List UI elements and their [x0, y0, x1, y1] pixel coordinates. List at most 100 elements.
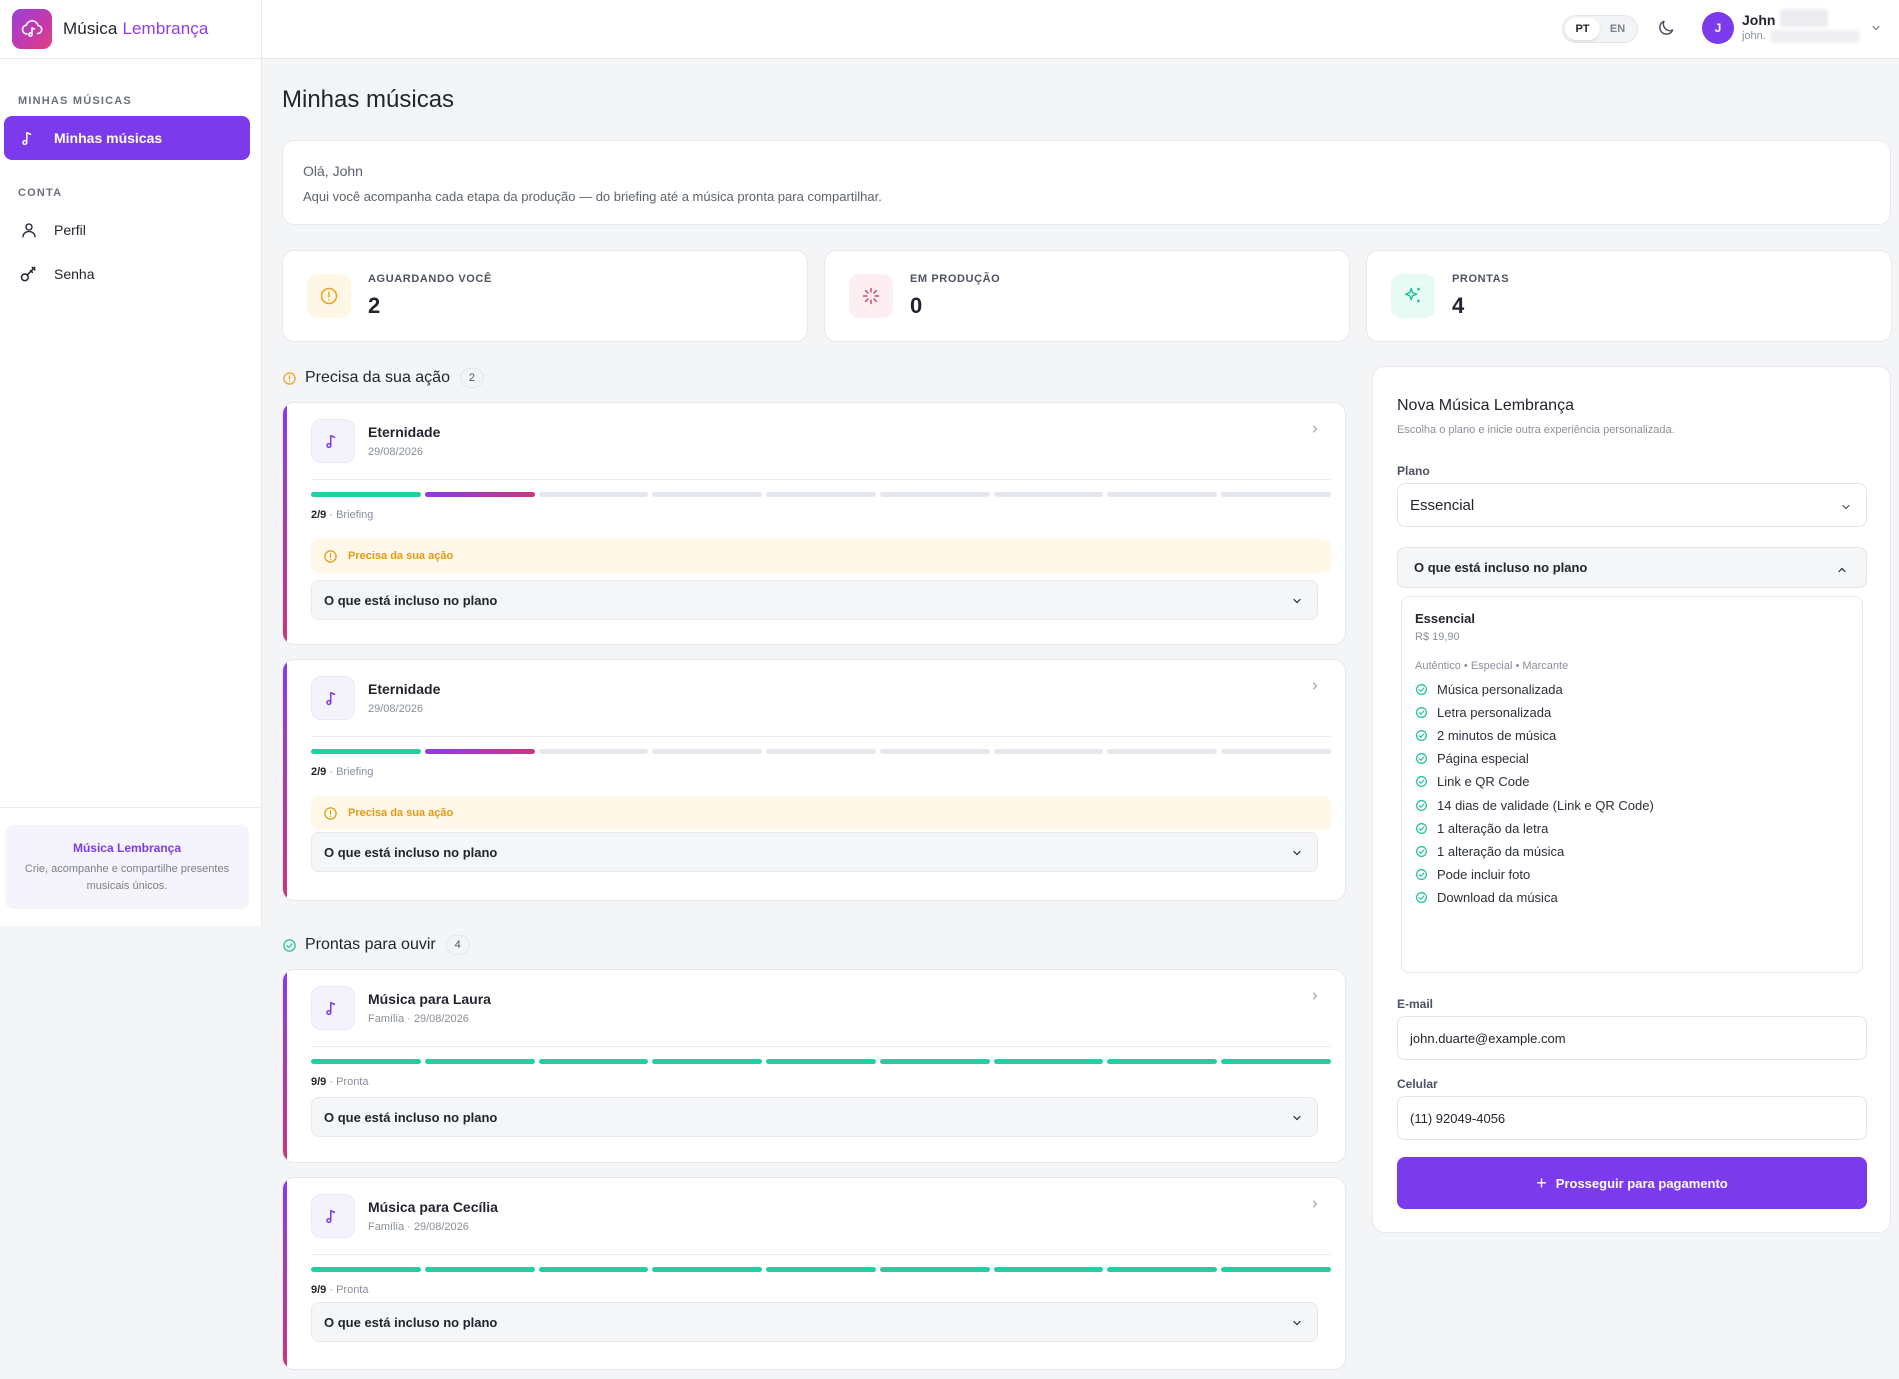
brand-name: Música Lembrança [63, 19, 208, 39]
progress-segment [1107, 749, 1218, 754]
phone-field[interactable]: (11) 92049-4056 [1397, 1096, 1867, 1140]
feature-item: Página especial [1415, 751, 1529, 766]
alert-circle-icon [307, 274, 351, 318]
key-icon [19, 264, 39, 284]
included-plan-toggle[interactable]: O que está incluso no plano [1397, 547, 1867, 588]
promo-text: Crie, acompanhe e compartilhe presentes … [24, 863, 230, 892]
welcome-card: Olá, John Aqui você acompanha cada etapa… [282, 140, 1891, 225]
song-title: Eternidade [368, 681, 441, 697]
email-value: john.duarte@example.com [1410, 1030, 1566, 1046]
music-note-icon [311, 419, 355, 463]
avatar[interactable]: J [1702, 12, 1734, 44]
moon-icon[interactable] [1656, 18, 1676, 38]
feature-text: Download da música [1437, 889, 1558, 905]
plan-label: Plano [1397, 464, 1430, 478]
sidebar-item-profile[interactable]: Perfil [4, 208, 250, 252]
feature-text: 14 dias de validade (Link e QR Code) [1437, 797, 1654, 813]
email-field[interactable]: john.duarte@example.com [1397, 1016, 1867, 1060]
stat-value: 0 [910, 293, 923, 318]
progress-segment [879, 492, 990, 497]
chevron-right-icon[interactable] [1309, 1198, 1321, 1210]
alert-circle-icon [324, 549, 337, 563]
song-date: 29/08/2026 [368, 446, 424, 458]
song-date: 29/08/2026 [368, 703, 424, 715]
check-circle-icon [1416, 891, 1427, 903]
song-title: Música para Cecília [368, 1199, 498, 1215]
panel-subtitle: Escolha o plano e inicie outra experiênc… [1397, 424, 1675, 436]
progress-step: 2/9 · Briefing [311, 509, 373, 521]
step-count: 9/9 [311, 1076, 327, 1088]
song-title: Música para Laura [368, 991, 491, 1007]
sidebar-item-my-songs[interactable]: Minhas músicas [4, 116, 250, 160]
plan-price: R$ 19,90 [1415, 631, 1460, 643]
included-plan-toggle[interactable]: O que está incluso no plano [311, 580, 1318, 620]
included-label: O que está incluso no plano [324, 1314, 498, 1330]
plus-icon: + [1536, 1172, 1547, 1193]
email-label: E-mail [1397, 997, 1434, 1011]
progress-segment [879, 1267, 990, 1272]
section-header-action: Precisa da sua ação 2 [282, 368, 484, 388]
progress-segment [538, 492, 649, 497]
lang-en-button[interactable]: EN [1609, 23, 1626, 35]
included-plan-toggle[interactable]: O que está incluso no plano [311, 1097, 1318, 1137]
feature-item: Música personalizada [1415, 682, 1563, 697]
progress-segment [424, 1267, 535, 1272]
progress-segment [311, 1059, 421, 1064]
progress-segment [538, 749, 649, 754]
stat-value: 2 [368, 293, 381, 318]
chevron-right-icon[interactable] [1309, 990, 1321, 1002]
included-plan-toggle[interactable]: O que está incluso no plano [311, 1302, 1318, 1342]
language-toggle: PT EN [1562, 15, 1638, 43]
chevron-right-icon[interactable] [1309, 680, 1321, 692]
plan-selected-value: Essencial [1410, 496, 1475, 514]
progress-segment [993, 749, 1104, 754]
song-card[interactable]: Eternidade 29/08/2026 2/9 · Briefing Pre… [282, 659, 1346, 901]
sidebar-item-password[interactable]: Senha [4, 252, 250, 296]
progress-segment [766, 1059, 876, 1064]
progress-segment [652, 749, 763, 754]
redacted-block [1770, 30, 1860, 43]
included-label: O que está incluso no plano [1414, 560, 1588, 575]
brand-name-first: Música [63, 19, 118, 38]
phone-label: Celular [1397, 1077, 1438, 1091]
feature-item: 1 alteração da música [1415, 844, 1564, 859]
progress-step: 9/9 · Pronta [311, 1076, 368, 1088]
check-circle-icon [282, 938, 297, 953]
check-circle-icon [1416, 822, 1427, 834]
progress-bar [311, 1059, 1331, 1064]
chevron-right-icon[interactable] [1309, 423, 1321, 435]
alert-circle-icon [282, 371, 297, 386]
count-badge: 4 [445, 935, 470, 955]
step-count: 2/9 [311, 766, 327, 778]
chevron-up-icon [1838, 567, 1846, 573]
feature-text: Pode incluir foto [1437, 866, 1531, 882]
song-card[interactable]: Música para Cecília Família · 29/08/2026… [282, 1177, 1346, 1370]
progress-segment [1221, 749, 1331, 754]
lang-pt-button[interactable]: PT [1565, 18, 1600, 40]
feature-item: 14 dias de validade (Link e QR Code) [1415, 798, 1654, 813]
stat-value: 4 [1452, 293, 1465, 318]
chevron-down-icon [1842, 504, 1850, 510]
stat-label: AGUARDANDO VOCÊ [368, 273, 492, 285]
progress-bar [311, 749, 1331, 754]
feature-item: 1 alteração da letra [1415, 821, 1548, 836]
progress-segment [1221, 492, 1331, 497]
step-label: · Briefing [326, 509, 374, 521]
included-plan-toggle[interactable]: O que está incluso no plano [311, 832, 1318, 872]
plan-select[interactable]: Essencial [1397, 483, 1867, 527]
progress-segment [993, 492, 1104, 497]
song-meta: Família · 29/08/2026 [368, 1221, 469, 1233]
song-card[interactable]: Eternidade 29/08/2026 2/9 · Briefing Pre… [282, 402, 1346, 645]
proceed-to-payment-button[interactable]: + Prosseguir para pagamento [1397, 1157, 1867, 1209]
included-label: O que está incluso no plano [324, 592, 498, 608]
brand[interactable]: Música Lembrança [0, 0, 261, 59]
song-card[interactable]: Música para Laura Família · 29/08/2026 9… [282, 969, 1346, 1163]
feature-item: Letra personalizada [1415, 705, 1551, 720]
chevron-down-icon[interactable] [1870, 22, 1882, 34]
progress-segment [1107, 492, 1218, 497]
user-name[interactable]: John [1742, 12, 1776, 28]
progress-segment [1221, 1059, 1331, 1064]
greeting: Olá, John [303, 163, 363, 179]
progress-segment [538, 1059, 649, 1064]
feature-text: Página especial [1437, 751, 1529, 767]
